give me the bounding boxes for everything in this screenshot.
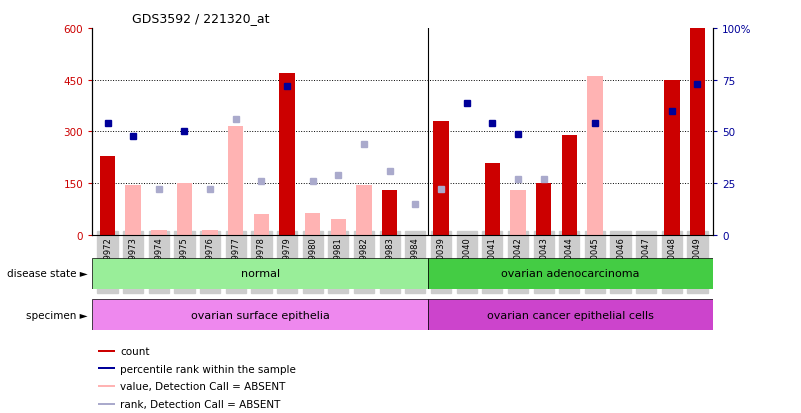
Bar <box>690 29 705 235</box>
Text: value, Detection Call = ABSENT: value, Detection Call = ABSENT <box>120 382 285 392</box>
Text: GDS3592 / 221320_at: GDS3592 / 221320_at <box>132 12 270 25</box>
Text: disease state ►: disease state ► <box>7 268 88 279</box>
Text: count: count <box>120 347 150 356</box>
Bar <box>429 258 713 289</box>
Bar <box>485 163 500 235</box>
Bar <box>92 299 429 330</box>
Text: ovarian adenocarcinoma: ovarian adenocarcinoma <box>501 268 640 279</box>
Bar <box>203 230 218 235</box>
Bar <box>92 258 429 289</box>
Bar <box>510 191 525 235</box>
Text: rank, Detection Call = ABSENT: rank, Detection Call = ABSENT <box>120 399 280 409</box>
Bar <box>429 299 713 330</box>
Bar <box>587 77 602 235</box>
Bar <box>99 403 115 405</box>
Bar <box>382 191 397 235</box>
Bar <box>331 220 346 235</box>
Bar <box>100 156 115 235</box>
Bar <box>177 184 192 235</box>
Bar <box>254 215 269 235</box>
Text: ovarian cancer epithelial cells: ovarian cancer epithelial cells <box>487 310 654 320</box>
Bar <box>99 350 115 352</box>
Text: ovarian surface epithelia: ovarian surface epithelia <box>191 310 330 320</box>
Bar <box>99 385 115 387</box>
Bar <box>562 135 577 235</box>
Bar <box>99 368 115 370</box>
Bar <box>664 81 679 235</box>
Text: percentile rank within the sample: percentile rank within the sample <box>120 364 296 374</box>
Bar <box>280 74 295 235</box>
Bar <box>356 185 372 235</box>
Bar <box>151 230 167 235</box>
Text: specimen ►: specimen ► <box>26 310 88 320</box>
Bar <box>228 127 244 235</box>
Bar <box>536 184 551 235</box>
Bar <box>126 185 141 235</box>
Text: normal: normal <box>240 268 280 279</box>
Bar <box>433 122 449 235</box>
Bar <box>305 213 320 235</box>
